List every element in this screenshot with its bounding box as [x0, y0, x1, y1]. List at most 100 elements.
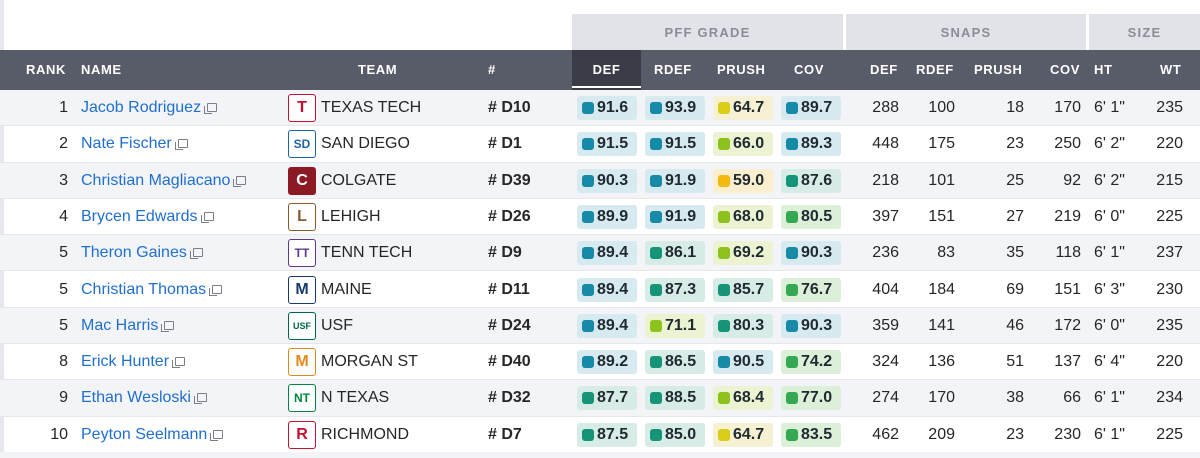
tenn-tech-logo: TT: [288, 239, 316, 268]
player-name: Christian Thomas: [81, 280, 207, 298]
col-cov-snaps[interactable]: COV: [1050, 62, 1080, 77]
table-row[interactable]: 10 Peyton Seelmann R RICHMOND # D7 87.5 85.0 64…: [0, 417, 1200, 453]
player-name-link[interactable]: Jacob Rodriguez: [81, 90, 218, 126]
grade-value: 91.5: [665, 135, 697, 153]
col-height[interactable]: HT: [1094, 62, 1113, 77]
def-snaps: 404: [872, 280, 899, 298]
col-name[interactable]: NAME: [81, 62, 122, 77]
open-in-new-icon[interactable]: [193, 393, 207, 405]
grade-value: 80.5: [801, 207, 833, 225]
open-in-new-icon[interactable]: [233, 175, 247, 187]
player-name: Jacob Rodriguez: [81, 99, 202, 116]
cov-grade: 74.2: [781, 350, 841, 375]
jersey-position: # D39: [488, 171, 531, 189]
cov-snaps: 92: [1063, 171, 1081, 189]
rank-value: 4: [59, 207, 68, 225]
grade-value: 66.0: [733, 135, 765, 153]
col-def-snaps[interactable]: DEF: [870, 62, 898, 77]
def-grade: 89.4: [577, 277, 637, 302]
grade-color-indicator: [786, 356, 798, 369]
player-name-link[interactable]: Brycen Edwards: [81, 199, 214, 235]
rdef-snaps: 101: [928, 171, 955, 189]
col-position[interactable]: #: [488, 62, 496, 77]
grade-value: 90.3: [597, 171, 629, 189]
cov-grade: 89.3: [781, 132, 841, 157]
table-row[interactable]: 9 Ethan Wesloski NT N TEXAS # D32 87.7 88.5 68.…: [0, 380, 1200, 417]
cov-grade: 77.0: [781, 386, 841, 411]
rdef-snaps: 141: [928, 316, 955, 334]
open-in-new-icon[interactable]: [189, 248, 203, 260]
weight-value: 235: [1156, 316, 1183, 334]
table-row[interactable]: 5 Theron Gaines TT TENN TECH # D9 89.4 86.1 69.…: [0, 235, 1200, 272]
table-row[interactable]: 3 Christian Magliacano C COLGATE # D39 90.3 91…: [0, 162, 1200, 199]
grade-color-indicator: [650, 210, 662, 223]
team-name: COLGATE: [321, 171, 397, 189]
cov-snaps: 151: [1054, 280, 1081, 298]
grade-color-indicator: [718, 138, 730, 151]
prush-grade: 85.7: [713, 277, 773, 302]
rdef-grade: 91.9: [645, 204, 705, 229]
grade-color-indicator: [786, 210, 798, 223]
player-name-link[interactable]: Peyton Seelmann: [81, 417, 224, 453]
player-name-link[interactable]: Christian Magliacano: [81, 163, 247, 199]
rank-value: 5: [59, 244, 68, 262]
table-header: RANK NAME TEAM # DEF RDEF PRUSH COV DEF …: [0, 50, 1200, 90]
player-name-link[interactable]: Mac Harris: [81, 308, 175, 344]
prush-grade: 66.0: [713, 132, 773, 157]
open-in-new-icon[interactable]: [200, 211, 214, 223]
prush-snaps: 51: [1006, 353, 1024, 371]
table-row[interactable]: 8 Erick Hunter M MORGAN ST # D40 89.2 86.5 90.5…: [0, 344, 1200, 381]
col-weight[interactable]: WT: [1160, 62, 1182, 77]
col-def-grade[interactable]: DEF: [572, 50, 641, 90]
rdef-snaps: 184: [928, 280, 955, 298]
player-name-link[interactable]: Theron Gaines: [81, 235, 203, 271]
height-value: 6' 1": [1094, 244, 1125, 262]
player-name-link[interactable]: Christian Thomas: [81, 272, 223, 308]
open-in-new-icon[interactable]: [209, 284, 223, 296]
grade-value: 91.9: [665, 207, 697, 225]
col-rank[interactable]: RANK: [26, 62, 66, 77]
team-name: MORGAN ST: [321, 353, 418, 371]
height-value: 6' 2": [1094, 135, 1125, 153]
cov-grade: 83.5: [781, 422, 841, 447]
grade-value: 87.6: [801, 171, 833, 189]
player-name-link[interactable]: Erick Hunter: [81, 344, 186, 380]
jersey-position: # D1: [488, 135, 522, 153]
prush-snaps: 18: [1006, 99, 1024, 116]
open-in-new-icon[interactable]: [204, 103, 218, 114]
player-name-link[interactable]: Ethan Wesloski: [81, 380, 207, 416]
rdef-grade: 86.5: [645, 350, 705, 375]
rank-value: 1: [59, 99, 68, 116]
col-rdef-grade[interactable]: RDEF: [654, 62, 692, 77]
table-row[interactable]: 4 Brycen Edwards L LEHIGH # D26 89.9 91.9 68.0 8…: [0, 199, 1200, 236]
grade-color-indicator: [718, 392, 730, 405]
table-row[interactable]: 1 Jacob Rodriguez T TEXAS TECH # D10 91.6 93.9…: [0, 90, 1200, 127]
height-value: 6' 1": [1094, 425, 1125, 443]
grade-color-indicator: [582, 392, 594, 405]
table-row[interactable]: 5 Mac Harris USF USF # D24 89.4 71.1 80.3 90.3 35…: [0, 307, 1200, 345]
table-row[interactable]: 2 Nate Fischer SD SAN DIEGO # D1 91.5 91.5 66.0…: [0, 126, 1200, 163]
col-team[interactable]: TEAM: [358, 62, 398, 77]
weight-value: 220: [1156, 353, 1183, 371]
rank-value: 9: [59, 389, 68, 407]
col-rdef-snaps[interactable]: RDEF: [916, 62, 954, 77]
grade-value: 83.5: [801, 425, 833, 443]
open-in-new-icon[interactable]: [174, 139, 188, 151]
player-name-link[interactable]: Nate Fischer: [81, 126, 188, 162]
jersey-position: # D26: [488, 207, 531, 225]
open-in-new-icon[interactable]: [210, 429, 224, 441]
open-in-new-icon[interactable]: [172, 357, 186, 369]
def-grade: 89.2: [577, 350, 637, 375]
height-value: 6' 1": [1094, 99, 1125, 116]
col-prush-snaps[interactable]: PRUSH: [974, 62, 1023, 77]
grade-value: 91.6: [597, 99, 629, 116]
table-row[interactable]: 5 Christian Thomas M MAINE # D11 89.4 87.3 85.7…: [0, 272, 1200, 308]
grade-color-indicator: [650, 283, 662, 296]
col-prush-grade[interactable]: PRUSH: [717, 62, 766, 77]
open-in-new-icon[interactable]: [161, 320, 175, 332]
grade-color-indicator: [718, 210, 730, 223]
grade-value: 87.7: [597, 389, 629, 407]
jersey-position: # D40: [488, 353, 531, 371]
grade-color-indicator: [582, 428, 594, 441]
col-cov-grade[interactable]: COV: [794, 62, 824, 77]
